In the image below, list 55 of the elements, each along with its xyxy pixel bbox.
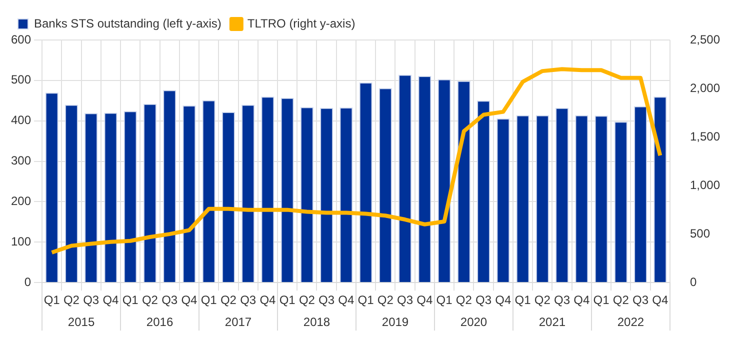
- x-tick-label: Q4: [338, 293, 355, 308]
- x-tick-label: Q3: [240, 293, 256, 308]
- x-tick-label: Q2: [456, 293, 472, 308]
- x-tick-label: Q4: [574, 293, 590, 308]
- x-tick-label: Q1: [200, 293, 218, 308]
- x-tick-label: Q4: [495, 293, 512, 308]
- x-tick-label: Q1: [122, 293, 139, 308]
- text: 2017: [224, 314, 252, 329]
- y-tick-label: 100: [10, 234, 32, 248]
- text: 2022: [617, 314, 644, 329]
- x-tick-label: Q4: [181, 293, 198, 308]
- text: 2021: [538, 314, 566, 329]
- x-tick-label: Q2: [220, 293, 237, 308]
- x-tick-label: Q2: [142, 293, 158, 308]
- x-tick-label: Q3: [83, 293, 100, 308]
- x-tick-label: Q2: [63, 293, 80, 308]
- x-tick-label: Q2: [377, 293, 394, 308]
- legend-label: Banks STS outstanding (left y-axis): [34, 16, 222, 30]
- x-tick-label: Q3: [476, 293, 492, 308]
- y2-tick-label: 2,500: [690, 32, 720, 46]
- text: 2020: [460, 314, 488, 329]
- y-tick-label: 300: [10, 154, 32, 168]
- y-tick-label: 500: [10, 72, 32, 87]
- x-tick-label: Q1: [358, 293, 374, 308]
- text: 2019: [382, 314, 409, 329]
- text: 2015: [68, 314, 95, 329]
- y-tick-label: 0: [24, 274, 32, 289]
- x-tick-label: Q3: [318, 293, 335, 308]
- text: 2018: [303, 314, 330, 329]
- x-tick-label: Q3: [632, 293, 649, 308]
- x-tick-label: Q2: [612, 293, 630, 308]
- x-tick-label: Q4: [652, 293, 668, 308]
- x-tick-label: Q3: [397, 293, 414, 308]
- x-tick-label: Q1: [436, 293, 453, 308]
- x-tick-label: Q1: [593, 293, 610, 308]
- y-tick-label: 200: [10, 194, 32, 208]
- x-tick-label: Q3: [162, 293, 178, 308]
- x-tick-label: Q4: [102, 293, 120, 308]
- y2-tick-label: 500: [690, 226, 710, 240]
- x-tick-label: Q2: [298, 293, 316, 308]
- x-tick-label: Q1: [279, 293, 296, 308]
- y-tick-label: 400: [10, 113, 32, 128]
- y2-tick-label: 1,500: [690, 129, 720, 144]
- x-tick-label: Q1: [44, 293, 60, 308]
- x-tick-label: Q4: [416, 293, 434, 308]
- x-tick-label: Q3: [554, 293, 570, 308]
- y2-tick-label: 0: [690, 274, 697, 289]
- y2-tick-label: 1,000: [690, 178, 720, 192]
- y-tick-label: 600: [10, 32, 32, 46]
- y2-tick-label: 2,000: [690, 80, 720, 95]
- text: 2016: [146, 314, 174, 329]
- x-tick-label: Q1: [514, 293, 532, 308]
- legend-label: TLTRO (right y-axis): [247, 16, 356, 30]
- x-tick-label: Q2: [534, 293, 551, 308]
- x-tick-label: Q4: [260, 293, 276, 308]
